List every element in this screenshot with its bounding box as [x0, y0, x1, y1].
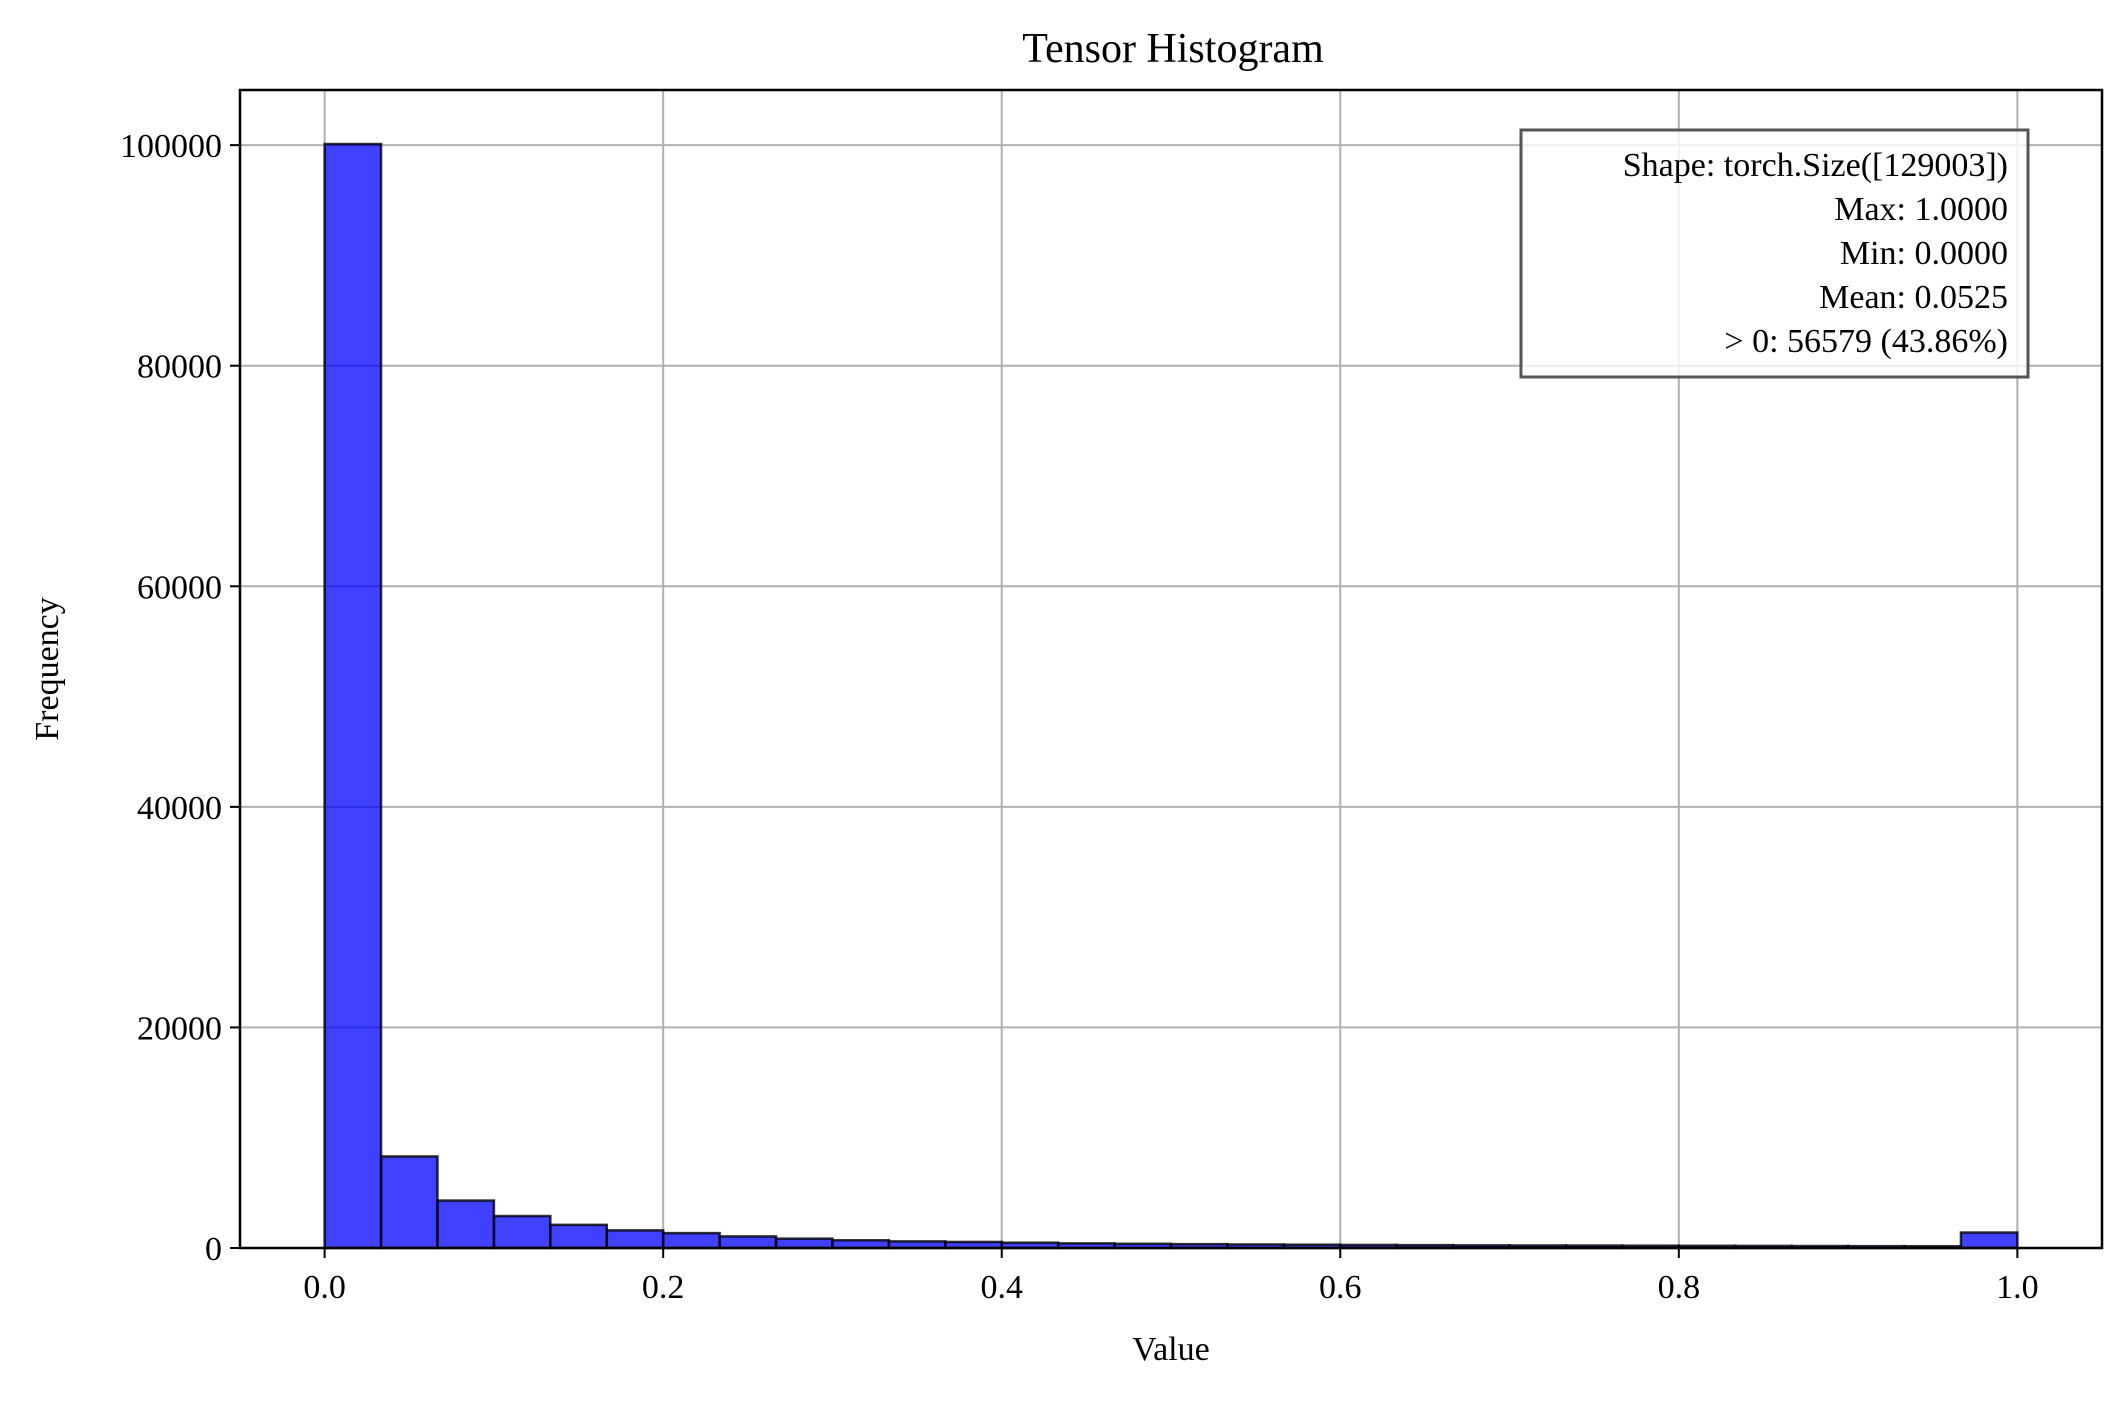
chart-title: Tensor Histogram	[1022, 26, 1324, 72]
x-tick-label: 0.8	[1658, 1269, 1701, 1306]
x-axis-label: Value	[1132, 1331, 1209, 1368]
y-axis-ticks: 0 20000 40000 60000 80000 100000	[120, 128, 240, 1268]
y-tick-label: 80000	[137, 349, 222, 386]
stats-box-frame	[1519, 128, 2030, 379]
y-tick-label: 100000	[120, 128, 222, 165]
histogram-bar	[379, 1155, 439, 1250]
histogram-bar	[605, 1229, 665, 1250]
histogram-bar	[323, 142, 383, 1250]
y-axis-label: Frequency	[29, 597, 66, 741]
histogram-bars	[323, 142, 2019, 1250]
histogram-bar	[774, 1237, 834, 1250]
y-tick-label: 20000	[137, 1010, 222, 1047]
stats-min: Min: 0.0000	[1840, 235, 2008, 272]
x-tick-label: 0.4	[980, 1269, 1023, 1306]
plot-frame	[238, 88, 2104, 1250]
histogram-bar	[718, 1235, 778, 1250]
y-tick-label: 60000	[137, 569, 222, 606]
x-tick-label: 0.6	[1319, 1269, 1362, 1306]
y-tick-label: 0	[205, 1231, 222, 1268]
histogram-bar	[549, 1223, 609, 1250]
stats-max: Max: 1.0000	[1834, 191, 2008, 228]
x-tick-label: 1.0	[1996, 1269, 2039, 1306]
x-tick-label: 0.0	[303, 1269, 346, 1306]
stats-shape: Shape: torch.Size([129003])	[1623, 147, 2008, 184]
x-tick-label: 0.2	[642, 1269, 685, 1306]
stats-box: Shape: torch.Size([129003]) Max: 1.0000 …	[1519, 128, 2030, 379]
histogram-bar	[492, 1214, 552, 1250]
histogram-bar	[661, 1231, 721, 1250]
y-tick-label: 40000	[137, 790, 222, 827]
histogram-bar	[1959, 1231, 2019, 1250]
stats-positive-count: > 0: 56579 (43.86%)	[1724, 323, 2008, 360]
x-axis-ticks: 0.0 0.2 0.4 0.6 0.8 1.0	[303, 1248, 2039, 1306]
histogram-bar	[436, 1199, 496, 1250]
stats-mean: Mean: 0.0525	[1819, 279, 2008, 316]
